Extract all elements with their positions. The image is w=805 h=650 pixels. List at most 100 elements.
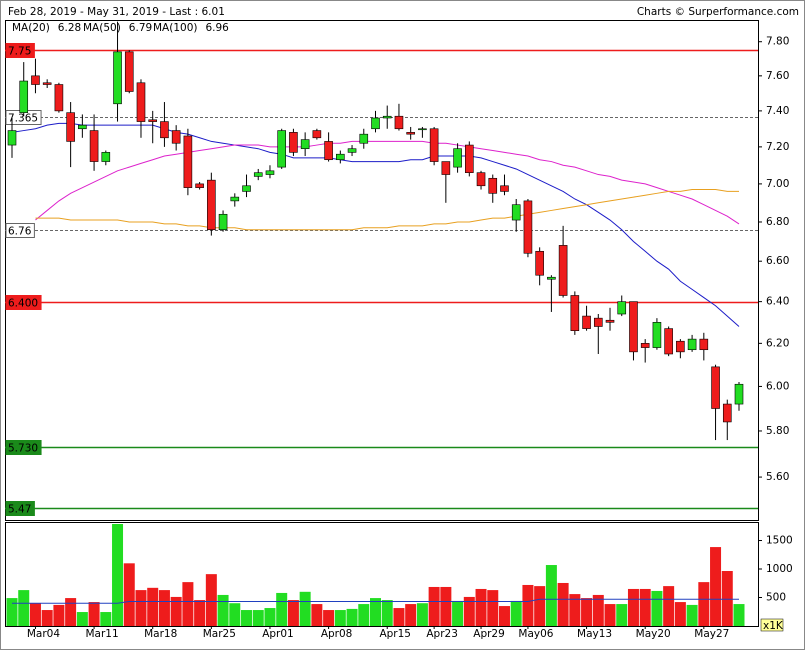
volume-bar xyxy=(100,612,112,626)
volume-bar xyxy=(440,586,452,626)
candle-body xyxy=(19,80,29,113)
x-tick-label: Mar25 xyxy=(203,628,236,640)
volume-bar xyxy=(147,587,159,626)
candle-body xyxy=(511,204,521,221)
volume-bar xyxy=(393,608,405,626)
y-tick-label: 7.40 xyxy=(766,105,789,117)
candle-body xyxy=(89,130,99,162)
volume-bar xyxy=(616,604,628,626)
volume-bar xyxy=(53,604,65,626)
candle-body xyxy=(476,172,486,187)
candle-body xyxy=(136,82,146,122)
volume-bar xyxy=(686,604,698,626)
volume-bar xyxy=(452,600,464,626)
candle-body xyxy=(418,128,427,131)
volume-bar xyxy=(733,604,745,626)
volume-tick-label: 1500 xyxy=(766,535,793,547)
candle-body xyxy=(406,132,415,135)
volume-bar xyxy=(217,594,229,626)
y-tick-label: 7.80 xyxy=(766,36,789,48)
candle-body xyxy=(488,177,498,194)
candle-body xyxy=(218,213,228,231)
candle-body xyxy=(148,119,158,122)
volume-bar xyxy=(674,602,686,626)
volume-bar xyxy=(405,604,417,626)
candle-body xyxy=(347,148,357,153)
volume-bar xyxy=(604,604,616,626)
candle-body xyxy=(31,75,40,85)
y-tick-label: 7.00 xyxy=(766,178,789,190)
level-label-box xyxy=(5,43,35,58)
volume-bar xyxy=(287,600,299,626)
volume-bar xyxy=(534,586,546,626)
candle-body xyxy=(629,301,638,353)
candle-body xyxy=(523,200,533,254)
y-tick-label: 7.20 xyxy=(766,141,789,153)
volume-bar xyxy=(76,612,88,626)
volume-bar xyxy=(721,571,733,626)
volume-bar xyxy=(182,582,194,626)
candle-body xyxy=(429,128,439,162)
y-tick-label: 6.00 xyxy=(766,380,789,392)
candle-body xyxy=(582,315,591,329)
unit-box xyxy=(760,618,784,632)
volume-bar xyxy=(581,598,593,626)
volume-bar xyxy=(88,602,100,626)
volume-bar xyxy=(323,610,335,626)
candle-body xyxy=(289,132,298,153)
volume-ma-line xyxy=(12,598,739,604)
unit-label: x1K xyxy=(763,620,784,632)
candle-body xyxy=(664,328,673,355)
candle-body xyxy=(124,51,134,92)
level-label-box xyxy=(5,501,35,516)
candle-body xyxy=(699,338,709,351)
volume-bar xyxy=(276,592,288,626)
volume-bar xyxy=(569,594,581,626)
candle-body xyxy=(535,250,544,276)
x-tick-label: May20 xyxy=(636,628,671,640)
volume-bar xyxy=(158,590,170,626)
candle-body xyxy=(78,124,87,130)
candle-body xyxy=(359,133,369,144)
volume-bar xyxy=(510,600,522,626)
legend-value: 6.96 xyxy=(205,22,229,34)
candle-body xyxy=(465,144,474,173)
volume-bar xyxy=(663,586,675,626)
level-label: 5.730 xyxy=(8,443,38,455)
volume-bar xyxy=(241,610,253,626)
x-tick-label: Mar18 xyxy=(144,628,177,640)
candle-body xyxy=(277,130,286,168)
x-tick-label: Apr23 xyxy=(426,628,458,640)
volume-bar xyxy=(334,610,346,626)
candle-body xyxy=(230,196,240,202)
candle-body xyxy=(253,172,263,177)
candle-body xyxy=(66,112,75,142)
candle-body xyxy=(711,366,720,409)
candle-body xyxy=(570,295,580,331)
volume-bar xyxy=(381,600,393,626)
volume-bar xyxy=(170,596,182,626)
legend-value: 6.79 xyxy=(129,22,152,34)
price-panel xyxy=(5,20,759,521)
candle-body xyxy=(324,141,333,161)
candle-body xyxy=(722,403,732,423)
volume-bar xyxy=(710,547,722,626)
candle-body xyxy=(242,185,251,192)
volume-bar xyxy=(112,523,124,626)
candle-body xyxy=(171,130,181,144)
x-tick-label: Apr01 xyxy=(262,628,294,640)
candle-body xyxy=(605,319,615,323)
x-tick-label: Mar11 xyxy=(85,628,118,640)
candle-body xyxy=(265,170,275,175)
candle-body xyxy=(558,245,568,296)
volume-bar xyxy=(428,586,440,626)
legend-label: MA(20) xyxy=(12,22,50,34)
volume-bar xyxy=(194,600,206,626)
candle-body xyxy=(160,121,169,139)
candle-body xyxy=(617,301,627,315)
candle-body xyxy=(453,148,462,168)
candle-body xyxy=(183,135,193,188)
y-tick-label: 5.60 xyxy=(766,471,789,483)
